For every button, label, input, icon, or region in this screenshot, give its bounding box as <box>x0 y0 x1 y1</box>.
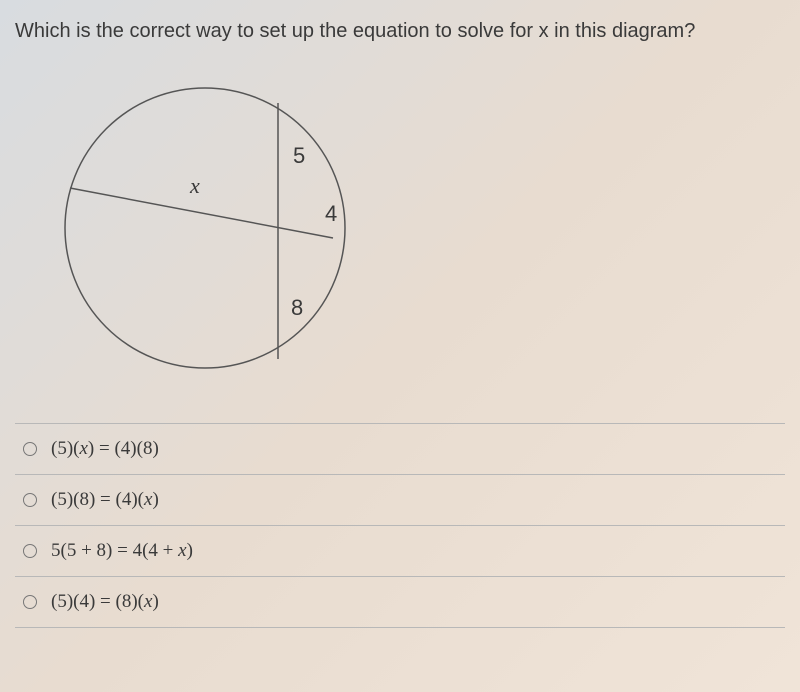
options-list: (5)(x) = (4)(8) (5)(8) = (4)(x) 5(5 + 8)… <box>15 423 785 628</box>
radio-icon <box>23 493 37 507</box>
chord-1 <box>70 188 333 238</box>
label-8: 8 <box>291 295 303 320</box>
radio-icon <box>23 595 37 609</box>
diagram-circle <box>65 88 345 368</box>
option-b[interactable]: (5)(8) = (4)(x) <box>15 475 785 526</box>
radio-icon <box>23 544 37 558</box>
question-text: Which is the correct way to set up the e… <box>15 20 785 43</box>
label-x: x <box>189 173 200 198</box>
radio-icon <box>23 442 37 456</box>
diagram-svg: x 5 4 8 <box>35 73 375 383</box>
option-label: (5)(4) = (8)(x) <box>51 591 159 613</box>
option-c[interactable]: 5(5 + 8) = 4(4 + x) <box>15 526 785 577</box>
label-4: 4 <box>325 201 337 226</box>
option-d[interactable]: (5)(4) = (8)(x) <box>15 577 785 628</box>
circle-diagram: x 5 4 8 <box>35 73 375 383</box>
option-label: 5(5 + 8) = 4(4 + x) <box>51 540 193 562</box>
label-5: 5 <box>293 143 305 168</box>
option-label: (5)(8) = (4)(x) <box>51 489 159 511</box>
option-label: (5)(x) = (4)(8) <box>51 438 159 460</box>
option-a[interactable]: (5)(x) = (4)(8) <box>15 423 785 475</box>
